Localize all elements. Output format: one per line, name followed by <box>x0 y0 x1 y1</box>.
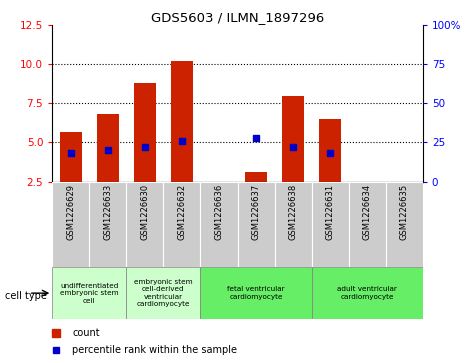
Bar <box>126 182 163 267</box>
Text: adult ventricular
cardiomyocyte: adult ventricular cardiomyocyte <box>337 286 397 300</box>
Bar <box>312 267 423 319</box>
Text: GSM1226631: GSM1226631 <box>326 184 334 240</box>
Text: GSM1226630: GSM1226630 <box>141 184 149 240</box>
Title: GDS5603 / ILMN_1897296: GDS5603 / ILMN_1897296 <box>151 11 324 24</box>
Text: GSM1226632: GSM1226632 <box>178 184 186 240</box>
Bar <box>238 182 275 267</box>
Bar <box>134 83 156 182</box>
Bar <box>52 267 126 319</box>
Bar <box>312 182 349 267</box>
Bar <box>200 267 312 319</box>
Text: GSM1226629: GSM1226629 <box>66 184 75 240</box>
Bar <box>386 182 423 267</box>
Bar <box>89 182 126 267</box>
Text: cell type: cell type <box>5 291 47 301</box>
Bar <box>245 172 267 182</box>
Bar <box>200 182 238 267</box>
Bar <box>282 96 304 182</box>
Bar <box>163 182 200 267</box>
Text: GSM1226633: GSM1226633 <box>104 184 112 240</box>
Text: GSM1226638: GSM1226638 <box>289 184 297 240</box>
Text: percentile rank within the sample: percentile rank within the sample <box>72 345 238 355</box>
Text: GSM1226634: GSM1226634 <box>363 184 371 240</box>
Bar <box>52 182 89 267</box>
Bar <box>60 131 82 182</box>
Text: GSM1226637: GSM1226637 <box>252 184 260 240</box>
Bar <box>319 119 341 182</box>
Text: undifferentiated
embryonic stem
cell: undifferentiated embryonic stem cell <box>60 283 119 303</box>
Bar <box>349 182 386 267</box>
Text: embryonic stem
cell-derived
ventricular
cardiomyocyte: embryonic stem cell-derived ventricular … <box>134 279 193 307</box>
Bar <box>97 114 119 182</box>
Text: fetal ventricular
cardiomyocyte: fetal ventricular cardiomyocyte <box>227 286 285 300</box>
Text: count: count <box>72 328 100 338</box>
Text: GSM1226635: GSM1226635 <box>400 184 408 240</box>
Text: GSM1226636: GSM1226636 <box>215 184 223 240</box>
Bar <box>275 182 312 267</box>
Bar <box>171 61 193 182</box>
Bar <box>126 267 200 319</box>
